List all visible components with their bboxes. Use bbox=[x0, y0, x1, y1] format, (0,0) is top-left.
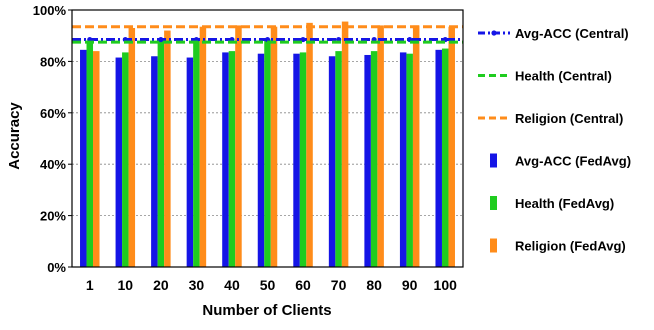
reference-marker bbox=[158, 37, 163, 42]
legend-label: Religion (FedAvg) bbox=[515, 239, 626, 254]
bar bbox=[442, 49, 449, 267]
x-tick-label: 1 bbox=[86, 277, 94, 293]
bar bbox=[306, 23, 313, 267]
legend-marker bbox=[491, 30, 496, 35]
x-tick-label: 80 bbox=[366, 277, 382, 293]
bar bbox=[193, 41, 200, 267]
bar bbox=[258, 54, 265, 267]
legend-bar-swatch bbox=[490, 196, 497, 210]
legend-label: Religion (Central) bbox=[515, 111, 623, 126]
bar bbox=[300, 52, 307, 267]
x-tick-label: 10 bbox=[118, 277, 134, 293]
y-tick-label: 0% bbox=[47, 260, 66, 275]
x-tick-label: 90 bbox=[402, 277, 418, 293]
bar bbox=[129, 28, 136, 267]
bar bbox=[293, 54, 300, 267]
bar bbox=[229, 51, 236, 267]
bar bbox=[413, 25, 420, 267]
x-tick-label: 30 bbox=[189, 277, 205, 293]
bar bbox=[335, 51, 342, 267]
bar bbox=[406, 54, 413, 267]
x-tick-label: 40 bbox=[224, 277, 240, 293]
bars bbox=[80, 22, 455, 267]
x-tick-label: 70 bbox=[331, 277, 347, 293]
bar bbox=[187, 58, 194, 267]
bar bbox=[364, 55, 371, 267]
legend-label: Health (Central) bbox=[515, 69, 612, 84]
y-axis-title: Accuracy bbox=[6, 102, 23, 170]
bar bbox=[342, 22, 349, 267]
bar bbox=[448, 27, 455, 267]
legend-bar-swatch bbox=[490, 239, 497, 253]
bar bbox=[200, 27, 207, 267]
bar bbox=[235, 25, 242, 267]
x-axis-title: Number of Clients bbox=[202, 302, 331, 319]
bar bbox=[87, 41, 94, 267]
bar bbox=[271, 27, 278, 267]
bar bbox=[122, 52, 128, 267]
x-tick-label: 60 bbox=[295, 277, 311, 293]
bar bbox=[93, 51, 100, 267]
bar bbox=[371, 51, 378, 267]
legend-label: Avg-ACC (FedAvg) bbox=[515, 154, 631, 169]
legend-label: Avg-ACC (Central) bbox=[515, 26, 629, 41]
bar bbox=[264, 40, 271, 267]
bar bbox=[329, 56, 336, 267]
bar bbox=[222, 52, 229, 267]
x-tick-label: 20 bbox=[153, 277, 169, 293]
bar bbox=[158, 41, 165, 267]
bar bbox=[151, 56, 158, 267]
bar bbox=[435, 50, 442, 267]
bar bbox=[116, 58, 123, 267]
legend: Avg-ACC (Central) Health (Central) Religio… bbox=[478, 26, 631, 254]
y-tick-label: 80% bbox=[40, 54, 66, 69]
y-tick-label: 60% bbox=[40, 106, 66, 121]
legend-label: Health (FedAvg) bbox=[515, 196, 614, 211]
y-tick-label: 100% bbox=[33, 3, 67, 18]
x-tick-label: 50 bbox=[260, 277, 276, 293]
bar bbox=[80, 50, 87, 267]
x-tick-label: 100 bbox=[434, 277, 458, 293]
y-tick-label: 20% bbox=[40, 209, 66, 224]
bar bbox=[164, 31, 171, 267]
bar bbox=[377, 25, 384, 267]
bar bbox=[400, 52, 407, 267]
legend-bar-swatch bbox=[490, 154, 497, 168]
y-tick-label: 40% bbox=[40, 157, 66, 172]
